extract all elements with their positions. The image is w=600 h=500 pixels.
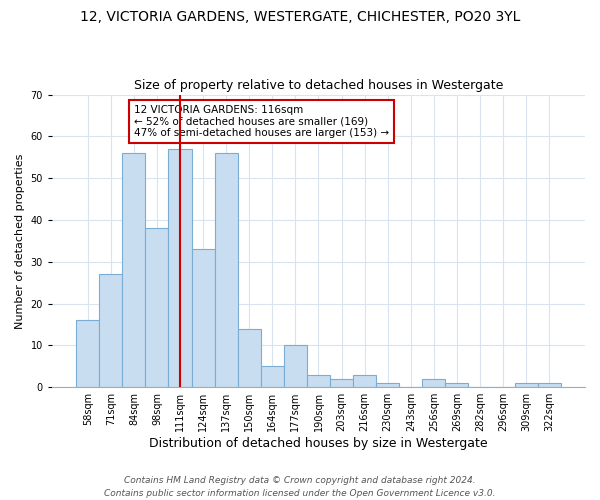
X-axis label: Distribution of detached houses by size in Westergate: Distribution of detached houses by size … <box>149 437 488 450</box>
Bar <box>215 153 238 387</box>
Title: Size of property relative to detached houses in Westergate: Size of property relative to detached ho… <box>134 79 503 92</box>
Bar <box>169 149 191 387</box>
Bar <box>515 383 538 387</box>
Bar <box>122 153 145 387</box>
Text: 12 VICTORIA GARDENS: 116sqm
← 52% of detached houses are smaller (169)
47% of se: 12 VICTORIA GARDENS: 116sqm ← 52% of det… <box>134 105 389 138</box>
Bar <box>422 379 445 387</box>
Bar <box>191 249 215 387</box>
Bar <box>330 379 353 387</box>
Bar <box>145 228 169 387</box>
Bar <box>307 374 330 387</box>
Bar <box>99 274 122 387</box>
Bar <box>353 374 376 387</box>
Bar <box>238 328 261 387</box>
Bar <box>376 383 399 387</box>
Bar <box>76 320 99 387</box>
Bar <box>445 383 469 387</box>
Y-axis label: Number of detached properties: Number of detached properties <box>15 153 25 328</box>
Bar <box>538 383 561 387</box>
Bar <box>261 366 284 387</box>
Bar <box>284 346 307 387</box>
Text: 12, VICTORIA GARDENS, WESTERGATE, CHICHESTER, PO20 3YL: 12, VICTORIA GARDENS, WESTERGATE, CHICHE… <box>80 10 520 24</box>
Text: Contains HM Land Registry data © Crown copyright and database right 2024.
Contai: Contains HM Land Registry data © Crown c… <box>104 476 496 498</box>
